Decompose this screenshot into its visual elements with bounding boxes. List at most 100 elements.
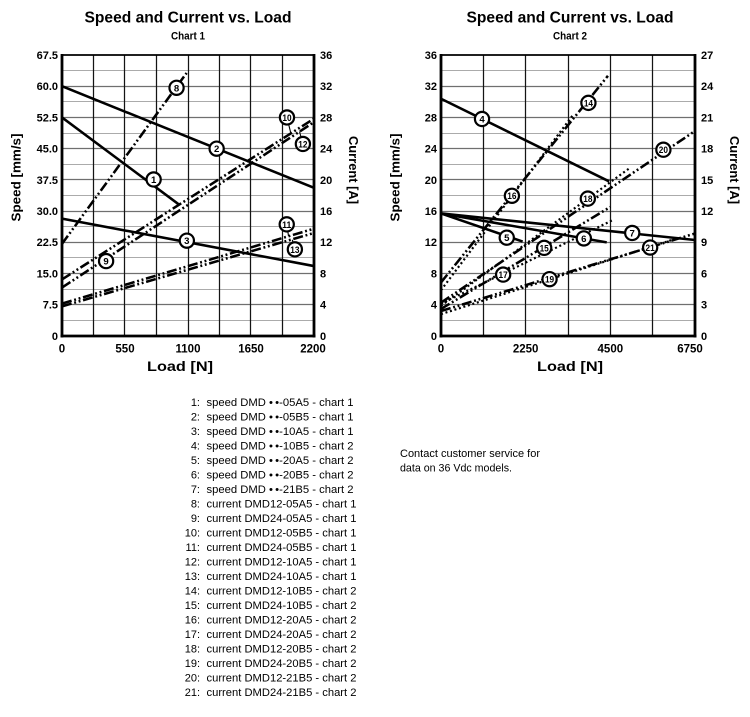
svg-text:Current [A]: Current [A] — [727, 136, 742, 204]
svg-text:speed DMD • •-10A5 - chart 1: speed DMD • •-10A5 - chart 1 — [207, 426, 354, 438]
svg-text:20: 20 — [425, 175, 437, 187]
svg-text:18: 18 — [701, 144, 713, 156]
svg-text:20: 20 — [320, 175, 332, 187]
svg-text:13: 13 — [290, 245, 299, 255]
svg-text:0: 0 — [438, 344, 444, 356]
svg-text:6:: 6: — [191, 469, 200, 481]
svg-text:Speed [mm/s]: Speed [mm/s] — [9, 134, 24, 222]
svg-text:12: 12 — [320, 237, 332, 249]
svg-text:0: 0 — [701, 331, 707, 343]
svg-text:2250: 2250 — [513, 344, 539, 356]
svg-text:24: 24 — [701, 81, 714, 93]
svg-text:24: 24 — [320, 144, 333, 156]
svg-text:19: 19 — [545, 275, 554, 285]
svg-text:36: 36 — [320, 50, 332, 62]
svg-text:Load [N]: Load [N] — [147, 359, 213, 374]
svg-text:current DMD12-10A5 - chart 1: current DMD12-10A5 - chart 1 — [207, 556, 357, 568]
svg-text:0: 0 — [52, 331, 58, 343]
svg-text:14:: 14: — [185, 585, 200, 597]
svg-text:10:: 10: — [185, 527, 200, 539]
svg-text:9:: 9: — [191, 513, 200, 525]
svg-text:52.5: 52.5 — [37, 112, 58, 124]
svg-text:15: 15 — [701, 175, 713, 187]
svg-text:27: 27 — [701, 50, 713, 62]
svg-text:1: 1 — [151, 175, 157, 186]
svg-text:37.5: 37.5 — [37, 175, 58, 187]
svg-text:5:: 5: — [191, 455, 200, 467]
svg-text:19:: 19: — [185, 658, 200, 670]
svg-text:current DMD24-20B5 - chart 2: current DMD24-20B5 - chart 2 — [207, 658, 357, 670]
svg-text:2: 2 — [214, 144, 219, 155]
svg-text:45.0: 45.0 — [37, 144, 58, 156]
svg-text:16:: 16: — [185, 614, 200, 626]
svg-text:4: 4 — [479, 115, 485, 126]
svg-text:6: 6 — [581, 234, 586, 245]
svg-text:2:: 2: — [191, 411, 200, 423]
svg-text:current DMD12-20A5 - chart 2: current DMD12-20A5 - chart 2 — [207, 614, 357, 626]
svg-text:speed DMD • •-05B5 - chart 1: speed DMD • •-05B5 - chart 1 — [207, 411, 354, 423]
svg-text:550: 550 — [115, 344, 134, 356]
svg-text:17: 17 — [499, 270, 508, 280]
svg-text:15:: 15: — [185, 600, 200, 612]
svg-text:17:: 17: — [185, 629, 200, 641]
svg-text:Contact customer service for: Contact customer service for — [400, 448, 540, 460]
svg-text:12: 12 — [701, 206, 713, 218]
svg-text:9: 9 — [701, 237, 707, 249]
svg-text:speed DMD • •-20A5 - chart 2: speed DMD • •-20A5 - chart 2 — [207, 455, 354, 467]
svg-text:speed DMD • •-20B5 - chart 2: speed DMD • •-20B5 - chart 2 — [207, 469, 354, 481]
svg-text:0: 0 — [431, 331, 437, 343]
svg-text:12: 12 — [425, 237, 437, 249]
svg-text:3: 3 — [701, 300, 707, 312]
svg-text:32: 32 — [425, 81, 437, 93]
svg-text:21: 21 — [701, 112, 713, 124]
svg-text:current DMD24-05A5 - chart 1: current DMD24-05A5 - chart 1 — [207, 513, 357, 525]
svg-text:12: 12 — [298, 139, 307, 149]
svg-text:3:: 3: — [191, 426, 200, 438]
svg-text:Load [N]: Load [N] — [537, 359, 603, 374]
svg-text:7:: 7: — [191, 484, 200, 496]
svg-text:2200: 2200 — [300, 344, 326, 356]
svg-text:speed DMD • •-10B5 - chart 2: speed DMD • •-10B5 - chart 2 — [207, 440, 354, 452]
svg-text:16: 16 — [320, 206, 332, 218]
svg-text:18:: 18: — [185, 643, 200, 655]
svg-text:current DMD24-10A5 - chart 1: current DMD24-10A5 - chart 1 — [207, 571, 357, 583]
svg-text:11:: 11: — [186, 542, 200, 554]
svg-text:current DMD24-20A5 - chart 2: current DMD24-20A5 - chart 2 — [207, 629, 357, 641]
svg-text:20: 20 — [659, 145, 668, 155]
svg-text:Speed [mm/s]: Speed [mm/s] — [388, 134, 403, 222]
svg-text:current DMD12-20B5 - chart 2: current DMD12-20B5 - chart 2 — [207, 643, 357, 655]
svg-text:18: 18 — [583, 194, 592, 204]
svg-text:current DMD12-05A5 - chart 1: current DMD12-05A5 - chart 1 — [207, 498, 357, 510]
svg-text:1100: 1100 — [176, 344, 201, 356]
svg-text:13:: 13: — [185, 571, 200, 583]
svg-text:11: 11 — [282, 220, 291, 230]
svg-text:30.0: 30.0 — [37, 206, 58, 218]
svg-text:36: 36 — [425, 50, 437, 62]
svg-text:10: 10 — [282, 113, 291, 123]
svg-text:3: 3 — [184, 236, 189, 247]
svg-text:Current [A]: Current [A] — [346, 136, 361, 204]
svg-text:6750: 6750 — [677, 344, 703, 356]
svg-text:1650: 1650 — [238, 344, 264, 356]
svg-text:speed DMD • •-05A5 - chart 1: speed DMD • •-05A5 - chart 1 — [207, 397, 354, 409]
svg-text:6: 6 — [701, 268, 707, 280]
svg-text:current DMD24-21B5 - chart 2: current DMD24-21B5 - chart 2 — [207, 687, 357, 699]
svg-text:16: 16 — [507, 191, 516, 201]
svg-text:24: 24 — [425, 144, 438, 156]
svg-text:Chart 1: Chart 1 — [171, 31, 205, 43]
svg-text:15: 15 — [540, 243, 549, 253]
svg-text:Speed and Current vs. Load: Speed and Current vs. Load — [467, 10, 674, 27]
svg-text:28: 28 — [425, 112, 437, 124]
svg-text:7: 7 — [630, 228, 635, 239]
svg-text:1:: 1: — [191, 397, 200, 409]
svg-text:22.5: 22.5 — [37, 237, 58, 249]
svg-text:8: 8 — [320, 268, 326, 280]
svg-text:28: 28 — [320, 112, 332, 124]
svg-text:0: 0 — [59, 344, 65, 356]
svg-text:current DMD12-10B5 - chart 2: current DMD12-10B5 - chart 2 — [207, 585, 357, 597]
svg-text:current DMD12-21B5 - chart 2: current DMD12-21B5 - chart 2 — [207, 672, 357, 684]
svg-text:Chart 2: Chart 2 — [553, 31, 587, 43]
svg-text:8: 8 — [431, 268, 437, 280]
svg-text:12:: 12: — [185, 556, 200, 568]
svg-text:0: 0 — [320, 331, 326, 343]
